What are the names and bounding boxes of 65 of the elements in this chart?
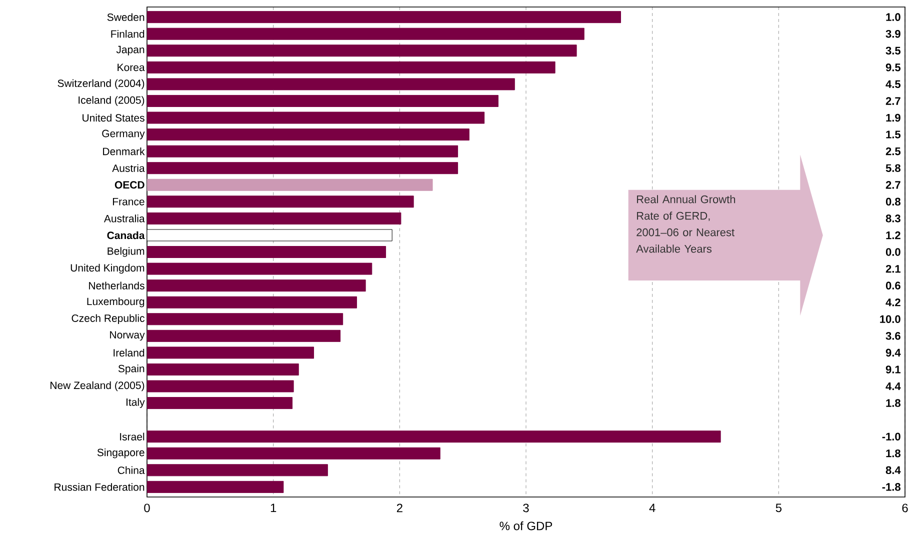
y-tick-label: Australia [104,214,145,222]
y-tick-label: Italy [126,398,145,408]
annotation: 0.6 [886,282,900,290]
annotation: 1.9 [886,114,900,122]
annotation: 2.1 [886,264,901,273]
y-tick-label: OECD [114,181,144,189]
y-tick-label: New Zealand (2005) [50,381,144,392]
x-tick-label: 6 [902,504,908,512]
x-tick-label: 1 [270,504,276,512]
annotation: 1.5 [886,130,901,138]
annotation: 3.5 [886,46,901,55]
annotation: 1.8 [886,449,900,458]
y-tick-label: Israel [120,432,144,440]
y-tick-label: Korea [118,64,145,72]
annotation: 2.5 [886,147,901,156]
annotation: 9.1 [886,366,901,374]
y-tick-label: Norway [110,331,145,341]
annotation: 8.3 [886,214,900,222]
annotation: -1.8 [882,483,900,491]
x-tick-label: 4 [649,504,656,512]
annotation: 3.9 [886,30,900,38]
x-tick-label: 0 [144,504,150,512]
annotation: 10.0 [880,315,900,324]
annotation: 9.5 [886,64,901,72]
annotation: 4.5 [886,80,901,88]
y-tick-label: United States [82,114,144,122]
y-tick-label: Finland [111,30,144,38]
y-tick-label: United Kingdom [70,264,144,274]
annotation: 1.0 [886,13,900,21]
annotation: Real Annual Growth Rate of GERD, 2001–06 or Nearest Available Years [636,195,736,253]
y-tick-label: Netherlands [89,282,144,290]
y-tick-label: Germany [102,130,145,140]
y-tick-label: China [118,466,145,474]
y-tick-label: Luxembourg [87,297,144,308]
y-tick-label: Russian Federation [54,483,144,491]
annotation: 0.8 [886,198,900,206]
y-tick-label: Denmark [103,147,145,156]
annotation: 1.8 [886,399,900,407]
annotation: 1.2 [886,231,900,240]
x-tick-label: 2 [396,504,402,512]
y-tick-label: Ireland [114,348,144,357]
y-tick-label: Iceland (2005) [78,96,144,106]
x-tick-label: 5 [776,504,782,512]
annotation: 8.4 [886,466,901,474]
y-tick-label: Switzerland (2004) [58,79,144,90]
annotation: 3.6 [886,332,900,340]
annotation: 0.0 [886,248,900,256]
x-axis-title: % of GDP [500,521,552,530]
annotation: -1.0 [882,432,900,440]
y-tick-label: Japan [116,46,144,56]
y-tick-label: Czech Republic [72,314,144,324]
y-tick-label: Canada [107,231,145,240]
annotation: 2.7 [886,97,900,105]
annotation: 4.2 [886,298,900,306]
y-tick-label: Singapore [97,448,144,458]
annotation: 2.7 [886,181,900,189]
y-tick-label: Austria [112,164,145,172]
y-tick-label: Belgium [108,247,144,257]
y-tick-label: Spain [118,364,144,374]
annotation: 4.4 [886,382,901,390]
y-tick-label: France [112,198,144,206]
annotation: 5.8 [886,164,900,172]
annotation: 9.4 [886,348,901,357]
y-tick-label: Sweden [107,13,144,21]
x-tick-label: 3 [523,504,529,512]
